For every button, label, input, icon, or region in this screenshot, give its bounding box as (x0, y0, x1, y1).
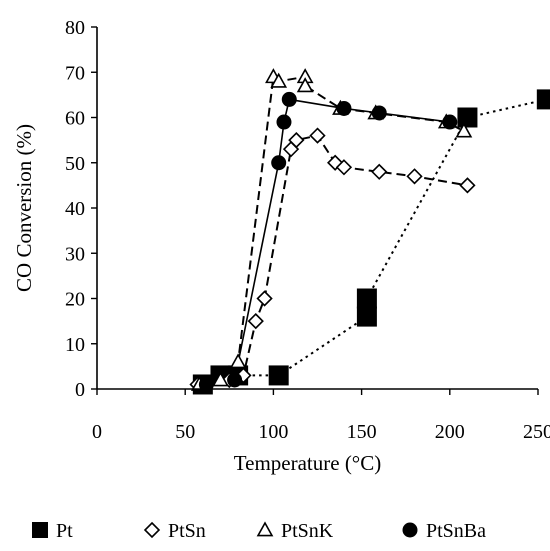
series-line-ptsn (197, 134, 468, 386)
series-line-pt (202, 98, 548, 386)
legend-label: PtSn (168, 520, 206, 542)
data-point-ptsnk (455, 122, 473, 138)
y-tick-label: 30 (65, 243, 85, 265)
data-point-ptsn (309, 127, 326, 144)
axes (91, 26, 539, 395)
data-point-ptsnk (296, 77, 314, 93)
y-tick-label: 80 (65, 17, 85, 39)
data-point-pt (268, 365, 289, 386)
data-point-ptsn (371, 163, 388, 180)
data-point-pt (536, 89, 550, 110)
x-tick-label: 200 (435, 421, 465, 443)
data-point-ptsnba (336, 100, 352, 116)
x-tick-label: 150 (347, 421, 377, 443)
data-point-pt (457, 107, 478, 128)
series-markers (189, 68, 550, 395)
data-point-ptsn (459, 177, 476, 194)
legend-item-ptsn: PtSn (143, 520, 206, 542)
data-point-ptsnba (276, 114, 292, 130)
y-axis-title: CO Conversion (%) (12, 124, 36, 292)
series-points-ptsn (189, 127, 476, 393)
legend-item-pt: Pt (32, 520, 73, 542)
data-point-ptsnk (270, 72, 288, 88)
x-tick-label: 50 (175, 421, 195, 443)
data-point-ptsn (335, 159, 353, 176)
y-tick-label: 10 (65, 334, 85, 356)
y-tick-label: 20 (65, 289, 85, 311)
data-point-ptsn (247, 312, 264, 330)
data-point-ptsnk (229, 353, 247, 369)
legend-label: PtSnK (281, 520, 334, 542)
legend-marker-ptsnba (402, 522, 418, 538)
series-lines (197, 74, 548, 386)
x-tick-label: 100 (258, 421, 288, 443)
tick-labels: 0 10 20 30 40 50 60 70 80 0 50 100 150 200 250 (65, 17, 550, 443)
data-point-ptsnba (442, 114, 458, 130)
y-tick-label: 60 (65, 108, 85, 130)
series-points-ptsnk (190, 68, 473, 391)
series-points-ptsnba (198, 91, 458, 392)
legend: Pt PtSn PtSnK PtSnBa (32, 520, 486, 542)
legend-label: Pt (56, 520, 73, 542)
legend-item-ptsnk: PtSnK (256, 520, 334, 542)
legend-label: PtSnBa (426, 520, 486, 542)
data-point-ptsn (288, 131, 305, 149)
y-tick-label: 40 (65, 198, 85, 220)
legend-marker-ptsnk (256, 521, 274, 537)
series-points-pt (192, 89, 550, 395)
x-tick-label: 0 (92, 421, 102, 443)
data-point-ptsn (406, 168, 423, 185)
data-point-ptsnba (271, 155, 287, 171)
y-tick-label: 0 (75, 379, 85, 401)
legend-item-ptsnba: PtSnBa (402, 520, 486, 542)
data-point-ptsn (256, 290, 273, 307)
data-point-pt (356, 306, 377, 327)
data-point-ptsnba (227, 372, 243, 388)
legend-marker-pt (32, 522, 48, 538)
x-tick-label: 250 (523, 421, 550, 443)
data-point-ptsnba (371, 105, 387, 121)
x-axis-title: Temperature (°C) (234, 451, 381, 475)
data-point-ptsnk (212, 371, 229, 387)
y-tick-label: 70 (65, 62, 85, 84)
legend-marker-ptsn (143, 521, 161, 539)
data-point-pt (356, 288, 377, 309)
data-point-ptsnba (281, 91, 297, 107)
y-tick-label: 50 (65, 153, 85, 175)
series-line-ptsnk (199, 74, 465, 386)
